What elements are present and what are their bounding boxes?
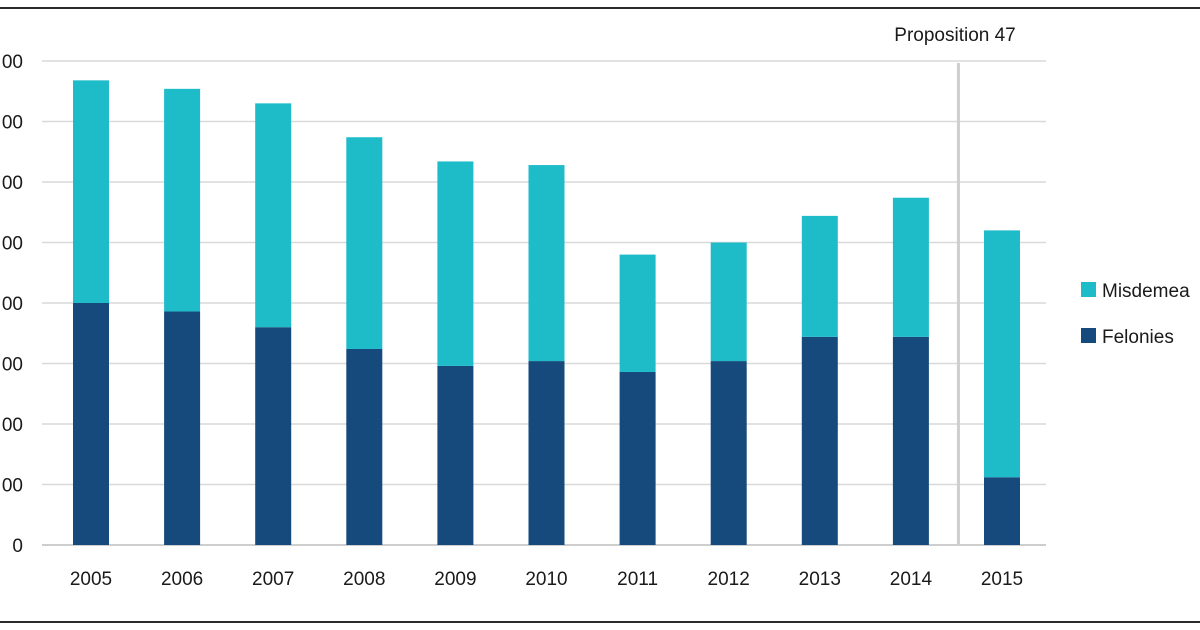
x-tick-label: 2008 xyxy=(343,569,385,590)
bar-felonies-2015 xyxy=(984,477,1020,545)
x-tick-label: 2013 xyxy=(799,569,841,590)
bar-felonies-2014 xyxy=(892,336,929,545)
bars xyxy=(73,80,1020,545)
bar-felonies-2011 xyxy=(619,371,656,545)
legend-swatch-felonies xyxy=(1081,328,1096,343)
bar-felonies-2008 xyxy=(346,348,383,545)
bar-misdemeanors-2010 xyxy=(528,165,565,362)
bar-misdemeanors-2011 xyxy=(619,254,656,372)
bar-felonies-2010 xyxy=(528,361,565,545)
bottom-border xyxy=(0,621,1200,623)
proposition-47-label: Proposition 47 xyxy=(894,25,1015,46)
legend-label-misdemeanors: Misdemea xyxy=(1102,281,1190,302)
y-tick-label: 00 xyxy=(2,52,23,73)
bar-misdemeanors-2013 xyxy=(801,215,838,337)
bar-misdemeanors-2005 xyxy=(73,80,109,303)
bar-felonies-2013 xyxy=(801,336,838,545)
y-tick-label: 00 xyxy=(2,173,23,194)
bar-misdemeanors-2014 xyxy=(892,197,929,337)
x-tick-label: 2005 xyxy=(70,569,112,590)
x-tick-label: 2014 xyxy=(890,569,933,590)
y-tick-label: 00 xyxy=(2,476,23,497)
x-tick-label: 2012 xyxy=(708,569,750,590)
y-tick-label: 00 xyxy=(2,294,23,315)
y-tick-label: 00 xyxy=(2,234,23,255)
bar-felonies-2006 xyxy=(164,311,201,545)
y-tick-label: 0 xyxy=(12,536,23,557)
bar-misdemeanors-2008 xyxy=(346,137,383,349)
bar-misdemeanors-2009 xyxy=(437,161,474,366)
bar-misdemeanors-2012 xyxy=(710,242,747,362)
bar-felonies-2012 xyxy=(710,361,747,545)
x-axis-ticks: 2005 2006 2007 2008 2009 2010 2011 2012 2013 2014… xyxy=(70,569,1023,590)
legend-label-felonies: Felonies xyxy=(1102,327,1174,348)
x-tick-label: 2006 xyxy=(161,569,203,590)
x-tick-label: 2015 xyxy=(981,569,1023,590)
y-tick-label: 00 xyxy=(2,355,23,376)
legend: Misdemea Felonies xyxy=(1081,281,1190,348)
y-tick-label: 00 xyxy=(2,113,23,134)
bar-felonies-2007 xyxy=(255,327,292,545)
bar-felonies-2005 xyxy=(73,303,109,545)
bar-misdemeanors-2007 xyxy=(255,103,292,328)
bar-misdemeanors-2006 xyxy=(164,88,201,312)
bar-misdemeanors-2015 xyxy=(984,230,1020,478)
x-tick-label: 2009 xyxy=(434,569,476,590)
x-tick-label: 2011 xyxy=(617,569,658,590)
y-tick-label: 00 xyxy=(2,415,23,436)
legend-swatch-misdemeanors xyxy=(1081,282,1096,297)
x-tick-label: 2007 xyxy=(252,569,294,590)
top-border xyxy=(0,7,1200,9)
bar-felonies-2009 xyxy=(437,365,474,545)
x-tick-label: 2010 xyxy=(525,569,567,590)
